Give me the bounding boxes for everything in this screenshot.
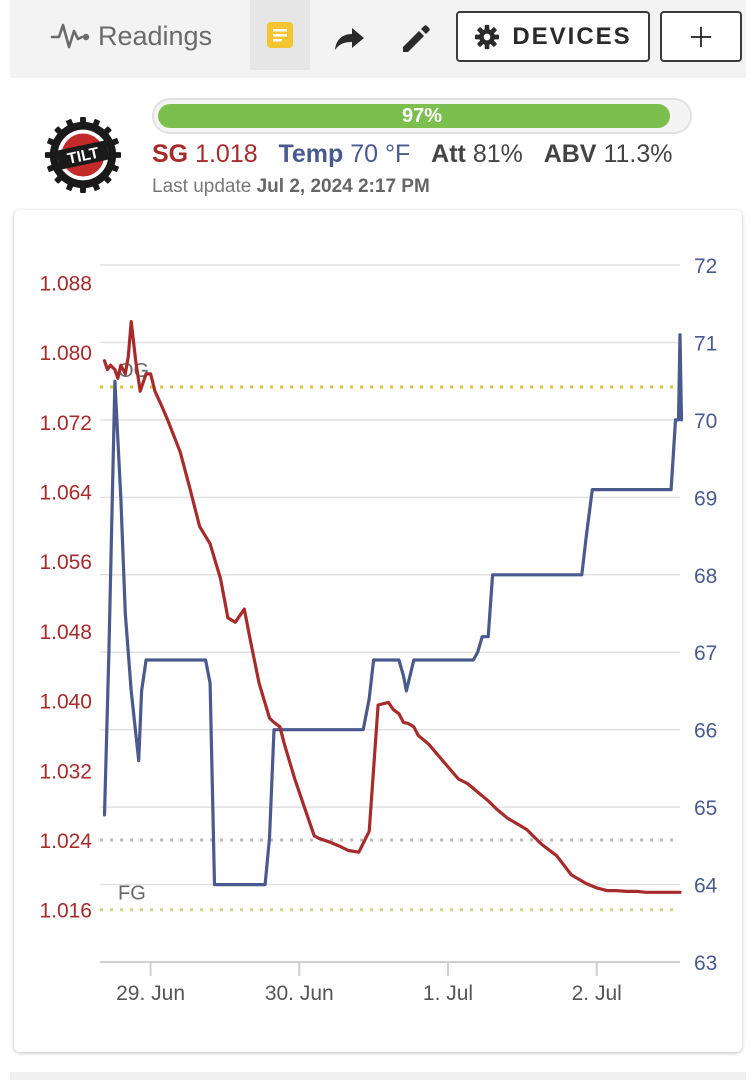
att-value: 81%: [472, 140, 523, 168]
att-label: Att: [431, 140, 466, 168]
add-button[interactable]: [660, 11, 742, 62]
sg-label: SG: [152, 140, 189, 168]
sg-value: 1.018: [195, 140, 258, 168]
y-right-tick-label: 70: [694, 410, 717, 433]
y-left-tick-label: 1.040: [39, 691, 92, 714]
temp-series-line: [102, 333, 684, 887]
y-left-tick-label: 1.048: [39, 621, 92, 644]
sg-series-line: [102, 319, 682, 894]
y-left-tick-label: 1.024: [39, 830, 92, 853]
update-value: Jul 2, 2024 2:17 PM: [256, 176, 430, 197]
devices-button[interactable]: DEVICES: [456, 11, 650, 62]
y-right-tick-label: 71: [694, 332, 717, 355]
pencil-icon[interactable]: [398, 20, 434, 56]
x-tick-label: 29. Jun: [116, 982, 185, 1005]
battery-label: 97%: [401, 105, 443, 127]
y-right-tick-label: 64: [694, 875, 718, 898]
stats-line: SG 1.018 Temp 70 °F Att 81% ABV 11.3%: [152, 140, 672, 169]
readings-chart[interactable]: OGFG1.0881.0801.0721.0641.0561.0481.0401…: [14, 210, 742, 1052]
plot-line-label: FG: [118, 883, 146, 905]
x-tick-label: 1. Jul: [423, 982, 473, 1005]
y-left-tick-label: 1.032: [39, 760, 92, 783]
tilt-logo: TILT: [44, 116, 122, 194]
readings-label: Readings: [98, 20, 213, 51]
y-right-tick-label: 66: [694, 720, 717, 743]
y-left-tick-label: 1.056: [39, 551, 92, 574]
bottom-strip: [10, 1072, 746, 1080]
y-right-tick-label: 69: [694, 487, 717, 510]
toolbar: Readings: [10, 0, 746, 78]
y-left-tick-label: 1.064: [39, 482, 92, 505]
last-update: Last update Jul 2, 2024 2:17 PM: [152, 176, 430, 198]
y-right-tick-label: 65: [694, 797, 717, 820]
abv-value: 11.3%: [603, 140, 673, 168]
notes-button[interactable]: [250, 0, 310, 70]
y-left-tick-label: 1.088: [39, 272, 92, 295]
devices-label: DEVICES: [512, 22, 632, 50]
logo-text: TILT: [66, 145, 101, 168]
update-label: Last update: [152, 176, 252, 197]
battery-fill: [158, 104, 671, 128]
x-tick-label: 30. Jun: [265, 982, 334, 1005]
readings-button[interactable]: Readings: [50, 14, 212, 58]
y-left-tick-label: 1.072: [39, 412, 92, 435]
temp-label: Temp: [278, 140, 344, 168]
share-icon[interactable]: [332, 20, 368, 56]
y-left-tick-label: 1.080: [39, 342, 92, 365]
temp-value: 70 °F: [350, 140, 411, 168]
y-right-tick-label: 68: [694, 565, 717, 588]
battery-bar: 97%: [152, 98, 692, 134]
abv-label: ABV: [543, 140, 597, 168]
x-tick-label: 2. Jul: [572, 982, 622, 1005]
pulse-icon: [50, 23, 90, 49]
notes-icon: [267, 22, 293, 48]
plus-icon: [690, 26, 712, 47]
y-right-tick-label: 63: [694, 952, 717, 975]
y-right-tick-label: 67: [694, 642, 717, 665]
y-right-tick-label: 72: [694, 255, 717, 278]
y-left-tick-label: 1.016: [39, 900, 92, 923]
gear-icon: [475, 24, 500, 49]
